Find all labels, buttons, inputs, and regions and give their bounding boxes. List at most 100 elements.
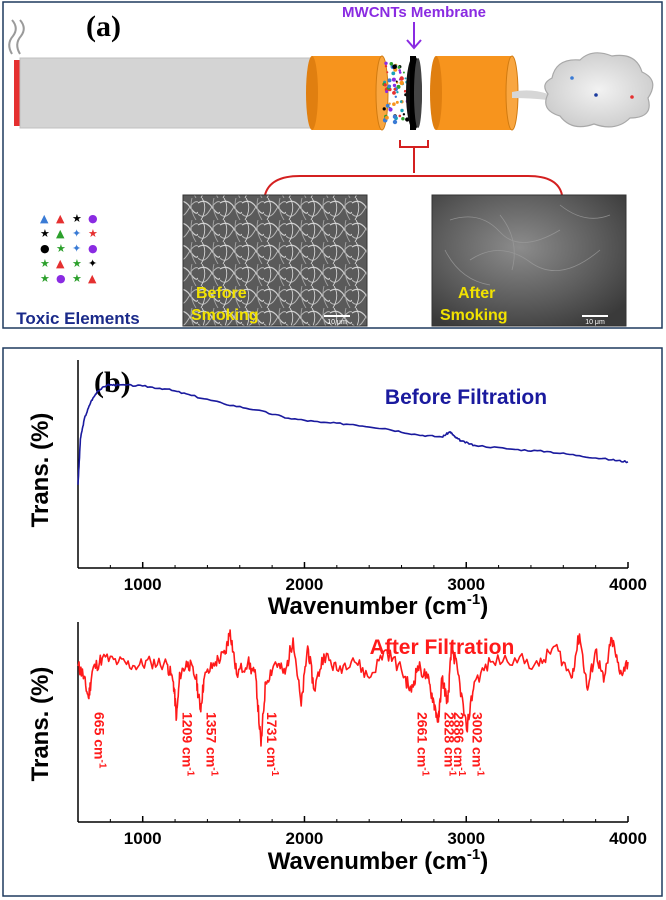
- chart-after: Trans. (%) After Filtration Wavenumber (…: [27, 622, 647, 875]
- cigarette-filter-left: [306, 55, 389, 131]
- sem-before-scale-label: 10 μm: [327, 319, 347, 326]
- peak-annotation: 1357 cm-1: [204, 712, 220, 777]
- peak-annotation: 2886 cm-1: [451, 712, 467, 777]
- toxic-particle: [392, 64, 397, 69]
- chart-before: Trans. (%) Before Filtration Wavenumber …: [27, 360, 647, 620]
- toxic-particle: [400, 108, 404, 113]
- toxic-particle: [398, 71, 402, 74]
- toxic-element-glyph: ★: [40, 257, 50, 270]
- toxic-particle: [388, 107, 393, 112]
- toxic-element-glyph: ✦: [72, 227, 81, 240]
- toxic-particle: [384, 61, 388, 65]
- chart-after-xlabel: Wavenumber (cm-1): [268, 846, 489, 875]
- toxic-element-glyph: ▲: [56, 257, 65, 270]
- toxic-element-glyph: ▲: [40, 212, 49, 225]
- toxic-particle: [401, 117, 405, 121]
- peak-annotation: 1209 cm-1: [180, 712, 196, 777]
- peak-annotation: 2661 cm-1: [414, 712, 430, 777]
- toxic-element-glyph: ★: [40, 227, 50, 240]
- chart-before-ylabel: Trans. (%): [27, 413, 54, 528]
- sem-before-caption-line2: Smoking: [191, 307, 259, 324]
- toxic-particle: [387, 78, 392, 83]
- sem-after-caption-line2: Smoking: [440, 307, 508, 324]
- toxic-particle: [389, 62, 394, 66]
- panel-b-frame: [2, 347, 663, 897]
- toxic-particle: [392, 91, 396, 95]
- peak-annotation: 3002 cm-1: [470, 712, 486, 777]
- toxic-element-glyph: ▲: [88, 272, 97, 285]
- toxic-particle: [392, 83, 397, 88]
- toxic-particle: [397, 65, 401, 69]
- chart-before-xlabel-close: ): [480, 593, 488, 620]
- toxic-particle: [392, 102, 396, 106]
- toxic-particle: [403, 89, 407, 93]
- toxic-particle: [392, 114, 397, 119]
- smoke-wisp-icon: [8, 19, 25, 55]
- toxic-particle: [399, 80, 404, 86]
- toxic-particle: [399, 100, 403, 103]
- toxic-element-glyph: ★: [88, 227, 98, 240]
- chart-before-title: Before Filtration: [385, 386, 547, 409]
- toxic-particle: [398, 114, 402, 118]
- chart-after-ylabel: Trans. (%): [27, 667, 54, 782]
- burning-tip: [14, 60, 21, 126]
- toxic-particle: [392, 119, 398, 125]
- toxic-particle: [398, 69, 402, 72]
- toxic-particle: [394, 95, 397, 99]
- after-tick-label: 4000: [609, 829, 647, 848]
- before-tick-label: 2000: [286, 575, 324, 594]
- membrane-arrow-icon: [406, 22, 422, 50]
- sem-after-caption-line1: After: [458, 285, 495, 302]
- toxic-particle: [387, 84, 392, 89]
- toxic-particle: [384, 65, 388, 68]
- peak-annotation: 2828 cm-1: [441, 712, 457, 777]
- toxic-element-glyph: ✦: [88, 257, 97, 270]
- panel-b: (b) Trans. (%) Before Filtration Wavenum…: [2, 347, 663, 897]
- cigarette-filter-right: [430, 55, 519, 131]
- toxic-particle: [391, 77, 396, 82]
- toxic-element-glyph: ●: [88, 212, 98, 225]
- chart-before-xlabel-sup: -1: [467, 591, 480, 608]
- membrane-bracket: [264, 140, 563, 196]
- chart-after-xlabel-close: ): [480, 848, 488, 875]
- cigarette-body: [19, 57, 319, 129]
- toxic-particle: [404, 77, 407, 80]
- before-series-line: [77, 383, 629, 485]
- toxic-elements-label: Toxic Elements: [16, 309, 139, 328]
- toxic-element-glyph: ●: [56, 272, 66, 285]
- toxic-particle: [391, 71, 396, 76]
- toxic-particle: [395, 100, 399, 104]
- toxic-particle: [386, 71, 389, 74]
- toxic-particle: [396, 91, 399, 94]
- before-tick-label: 3000: [447, 575, 485, 594]
- after-tick-label: 2000: [286, 829, 324, 848]
- toxic-element-glyph: ★: [40, 272, 50, 285]
- toxic-element-glyph: ▲: [56, 212, 65, 225]
- toxic-element-glyph: ✦: [72, 242, 81, 255]
- toxic-element-glyph: ●: [40, 242, 50, 255]
- chart-after-xlabel-sup: -1: [467, 846, 480, 863]
- filtered-smoke-cloud-icon: [512, 52, 654, 128]
- toxic-particle: [382, 107, 386, 111]
- sem-before-caption-line1: Before: [196, 285, 247, 302]
- toxic-element-glyph: ▲: [56, 227, 65, 240]
- toxic-particle: [393, 87, 397, 91]
- toxic-particle: [385, 115, 389, 120]
- toxic-element-glyph: ★: [72, 212, 82, 225]
- before-tick-label: 1000: [124, 575, 162, 594]
- sem-after-scale-label: 10 μm: [585, 319, 605, 326]
- after-tick-label: 3000: [447, 829, 485, 848]
- after-series-line: [77, 629, 629, 747]
- chart-before-xlabel-main: Wavenumber (cm: [268, 593, 467, 620]
- toxic-element-glyph: ★: [72, 257, 82, 270]
- peak-annotation: 665 cm-1: [92, 712, 108, 769]
- before-tick-label: 4000: [609, 575, 647, 594]
- sem-image-before: Before Smoking 10 μm: [182, 194, 368, 327]
- peak-annotation: 1731 cm-1: [264, 712, 280, 777]
- toxic-particle: [399, 76, 404, 81]
- toxic-particle: [385, 103, 390, 108]
- after-tick-label: 1000: [124, 829, 162, 848]
- toxic-elements-legend: ▲ ▲ ★ ● ★ ▲ ✦ ★ ● ★ ✦ ● ★ ▲ ★ ✦ ★ ● ★ ▲: [40, 212, 98, 285]
- membrane-label: MWCNTs Membrane: [342, 4, 486, 21]
